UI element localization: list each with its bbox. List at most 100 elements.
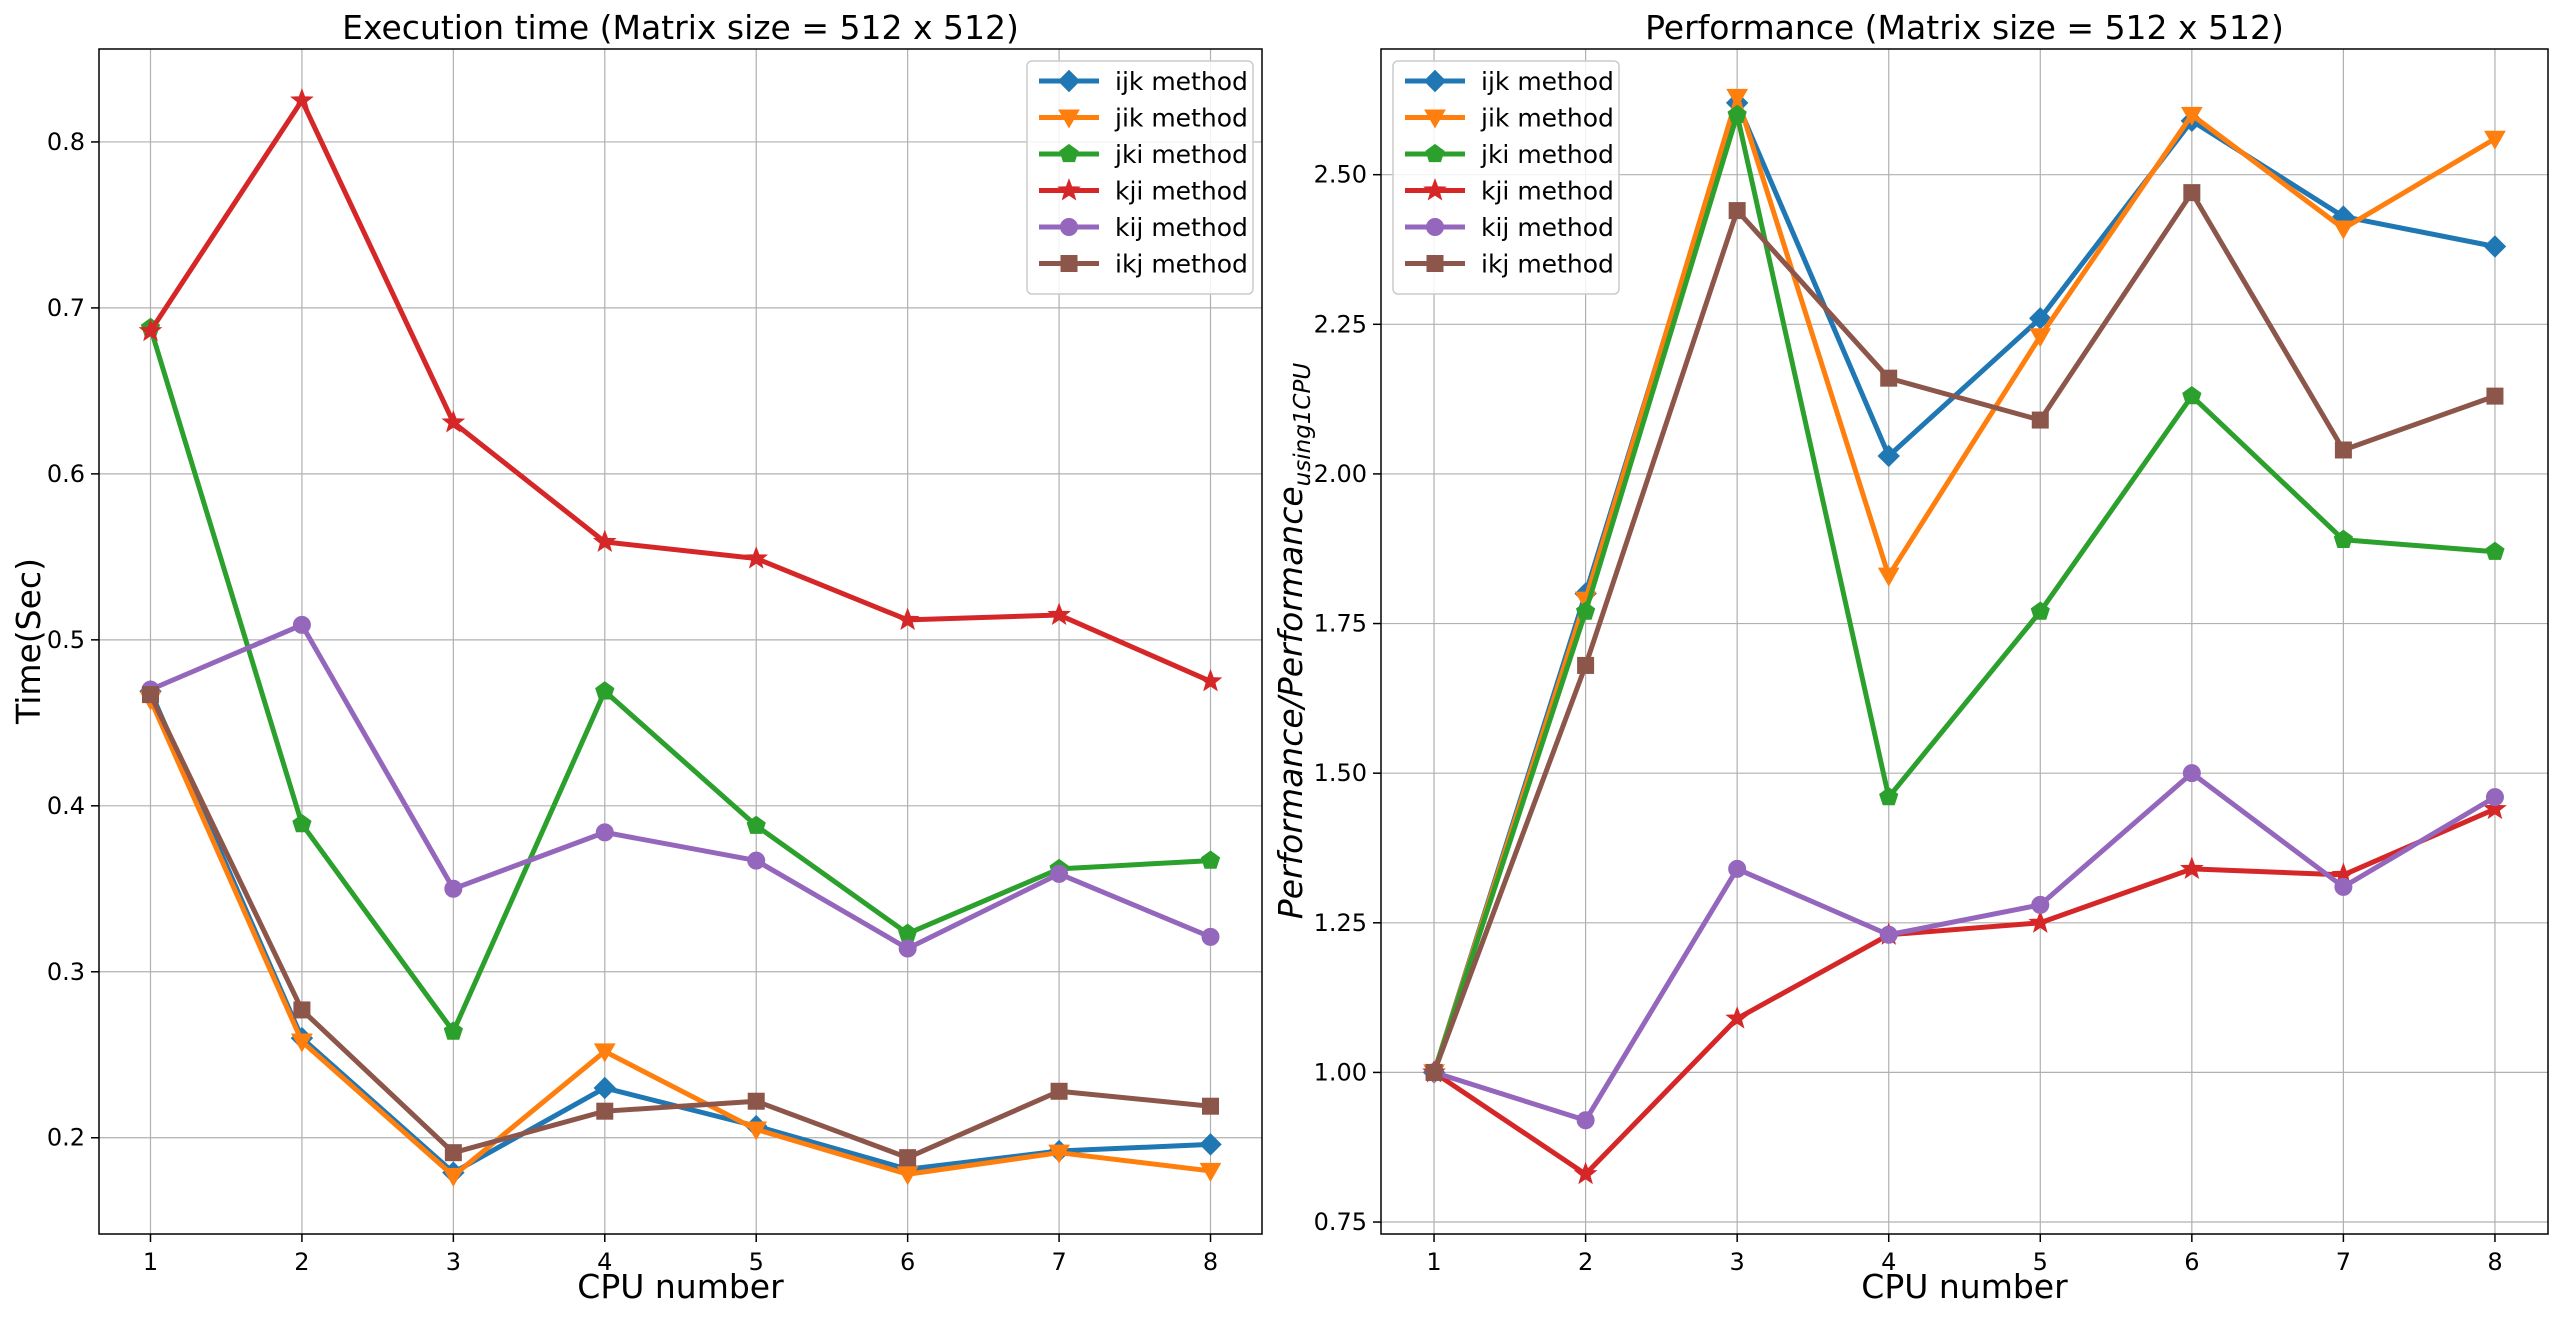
x-tick-label: 3: [1730, 1248, 1745, 1276]
data-point: [1575, 601, 1596, 620]
data-point: [2029, 328, 2052, 348]
series-line: [1433, 770, 2497, 1123]
legend-marker: [1057, 69, 1081, 93]
x-tick-label: 2: [1578, 1248, 1593, 1276]
y-tick-label: 0.4: [47, 792, 85, 820]
x-tick-label: 7: [1051, 1248, 1066, 1276]
x-tick-label: 7: [2336, 1248, 2351, 1276]
data-point: [2483, 796, 2507, 820]
chart-title: Performance (Matrix size = 512 x 512): [1645, 8, 2284, 47]
data-point: [1425, 1063, 1443, 1081]
data-point: [2031, 411, 2049, 429]
data-point: [442, 1167, 465, 1187]
y-axis-label: Time(Sec): [9, 558, 48, 725]
y-tick-label: 0.5: [47, 626, 85, 654]
series-line: [148, 97, 1212, 684]
series-line: [148, 690, 1211, 1176]
series-jki-method: [140, 317, 1221, 1040]
y-tick-label: 2.00: [1314, 460, 1367, 488]
data-point: [2334, 877, 2353, 896]
legend-marker: [1057, 178, 1081, 201]
x-tick-label: 4: [597, 1248, 612, 1276]
data-point: [443, 1021, 463, 1040]
data-point: [1877, 567, 1900, 587]
data-point: [2334, 441, 2352, 459]
data-point: [1202, 1097, 1220, 1115]
series-line: [148, 698, 1211, 1179]
legend-marker: [1424, 109, 1446, 129]
series-line: [148, 327, 1211, 1035]
x-axis-label: CPU number: [577, 1267, 784, 1306]
x-tick-label: 6: [900, 1248, 915, 1276]
data-point: [1573, 1161, 1598, 1185]
legend-marker: [1425, 143, 1445, 163]
y-tick-label: 0.7: [47, 294, 85, 322]
data-point: [1576, 1111, 1595, 1130]
y-tick-label: 0.2: [47, 1124, 85, 1152]
data-point: [745, 1121, 768, 1141]
data-point: [2485, 541, 2505, 560]
data-point: [1047, 602, 1071, 626]
data-point: [1199, 1133, 1222, 1156]
x-tick-label: 3: [446, 1248, 461, 1276]
legend-entry: ikj method: [1115, 250, 1248, 279]
series-jik-method: [139, 691, 1222, 1187]
series-kji-method: [138, 88, 1223, 692]
data-point: [141, 686, 159, 704]
data-point: [746, 815, 766, 834]
chart-panel-1: 1 2 3 4 5 6 7 8 0.2 0.3 0.4 0.5 0.6 0.7 0.8 Execution t…: [9, 8, 1263, 1306]
data-point: [292, 615, 311, 634]
legend-marker: [1060, 218, 1078, 236]
chart-panel-2: 1 2 3 4 5 6 7 8 0.75 1.00 1.25 1.50 1.75 2.00 2.25 2.50…: [1271, 8, 2549, 1306]
data-point: [1201, 927, 1220, 946]
data-point: [2332, 220, 2355, 240]
data-point: [2030, 601, 2050, 620]
series-line: [1431, 112, 2496, 1074]
x-tick-label: 6: [2184, 1248, 2199, 1276]
legend-entry: jik method: [1480, 104, 1614, 133]
data-point: [1727, 104, 1747, 124]
legend-marker: [1423, 69, 1447, 93]
data-point: [1050, 864, 1069, 883]
data-point: [2486, 387, 2504, 405]
y-tick-label: 0.8: [47, 128, 85, 156]
data-point: [1200, 850, 1221, 869]
data-point: [1577, 656, 1595, 674]
data-point: [1728, 859, 1747, 878]
plot-frame: [98, 48, 1263, 1235]
series-kij-method: [141, 615, 1220, 958]
legend-entry: kji method: [1481, 177, 1614, 206]
legend-entry: ijk method: [1115, 67, 1248, 96]
legend-entry: jki method: [1114, 140, 1248, 169]
data-point: [292, 813, 312, 833]
y-tick-label: 1.75: [1314, 610, 1367, 638]
series-kij-method: [1425, 764, 2504, 1130]
chart-title: Execution time (Matrix size = 512 x 512): [342, 8, 1019, 47]
data-point: [291, 1033, 313, 1053]
data-point: [138, 318, 163, 342]
data-point: [1879, 786, 1899, 806]
data-point: [2182, 386, 2202, 405]
data-point: [593, 1076, 616, 1100]
legend-marker: [1426, 218, 1444, 236]
legend: ijk method jik method jki method kji method…: [1392, 60, 1620, 295]
x-axis-label: CPU number: [1861, 1267, 2068, 1306]
data-point: [595, 823, 614, 842]
data-point: [593, 1043, 616, 1063]
legend-marker: [1423, 178, 1447, 201]
legend-entry: kji method: [1115, 177, 1248, 206]
y-tick-label: 2.25: [1314, 310, 1367, 338]
y-tick-label: 0.75: [1314, 1208, 1367, 1236]
x-tick-label: 4: [1881, 1248, 1896, 1276]
series-line: [1431, 190, 2496, 1074]
data-point: [1728, 202, 1746, 220]
x-tick-label: 8: [2487, 1248, 2502, 1276]
data-point: [2028, 910, 2053, 933]
y-tick-label: 1.00: [1314, 1058, 1367, 1086]
y-tick-label: 1.50: [1314, 759, 1367, 787]
series-jik-method: [1423, 88, 2506, 1084]
series-line: [1431, 94, 2497, 1074]
data-point: [895, 607, 920, 630]
data-point: [744, 546, 769, 569]
